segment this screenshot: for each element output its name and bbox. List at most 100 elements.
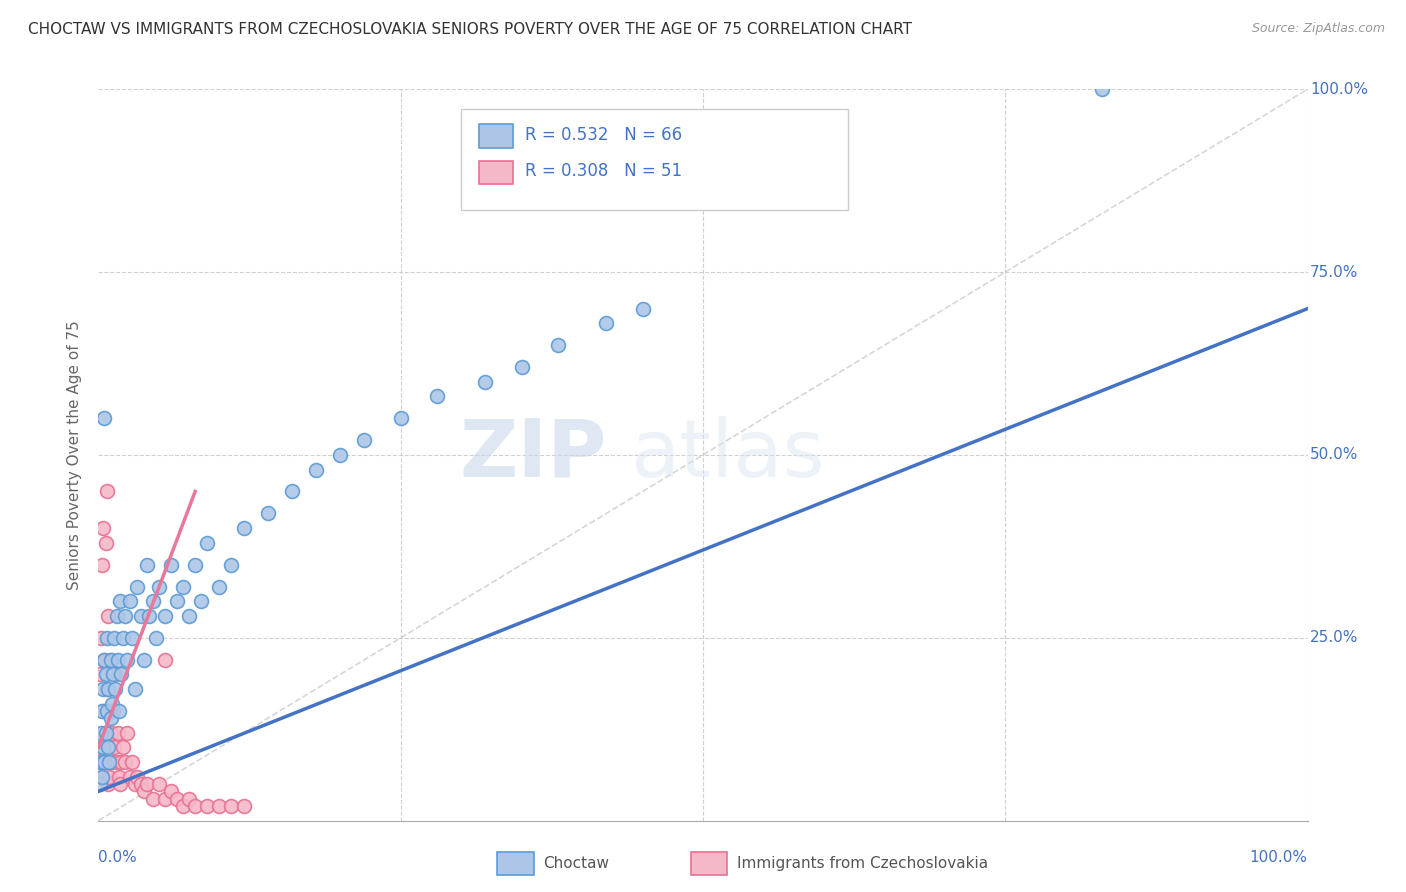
Point bbox=[93, 755, 115, 769]
Point bbox=[166, 791, 188, 805]
Point bbox=[124, 777, 146, 791]
Point bbox=[631, 301, 654, 316]
Point bbox=[105, 755, 128, 769]
Point bbox=[256, 507, 278, 521]
Point bbox=[98, 755, 121, 769]
Point bbox=[329, 448, 352, 462]
Point bbox=[153, 608, 176, 623]
Point bbox=[91, 558, 114, 572]
Point bbox=[101, 704, 124, 718]
Point bbox=[107, 653, 129, 667]
Point bbox=[89, 777, 111, 791]
Point bbox=[111, 740, 134, 755]
Text: atlas: atlas bbox=[630, 416, 825, 494]
Point bbox=[117, 726, 139, 740]
Point bbox=[93, 755, 115, 769]
Point bbox=[108, 770, 131, 784]
Point bbox=[107, 726, 129, 740]
Text: Choctaw: Choctaw bbox=[543, 855, 609, 871]
Y-axis label: Seniors Poverty Over the Age of 75: Seniors Poverty Over the Age of 75 bbox=[67, 320, 83, 590]
Point bbox=[97, 681, 120, 696]
Point bbox=[91, 770, 114, 784]
Point bbox=[177, 608, 201, 623]
Point bbox=[114, 755, 136, 769]
Point bbox=[353, 434, 375, 448]
Text: ZIP: ZIP bbox=[458, 416, 606, 494]
Point bbox=[177, 791, 201, 805]
Point bbox=[305, 462, 328, 476]
Point bbox=[148, 580, 170, 594]
Point bbox=[190, 594, 212, 608]
Point bbox=[97, 777, 120, 791]
Point bbox=[111, 631, 134, 645]
Point bbox=[100, 711, 122, 725]
Text: 25.0%: 25.0% bbox=[1310, 631, 1358, 645]
Point bbox=[103, 631, 125, 645]
Point bbox=[110, 755, 132, 769]
FancyBboxPatch shape bbox=[690, 852, 727, 876]
Point bbox=[103, 740, 125, 755]
Point bbox=[89, 667, 111, 681]
Point bbox=[93, 653, 115, 667]
Point bbox=[124, 681, 146, 696]
Point bbox=[100, 755, 122, 769]
Point bbox=[104, 667, 127, 681]
Point bbox=[91, 681, 114, 696]
Point bbox=[474, 375, 496, 389]
Point bbox=[90, 631, 112, 645]
Point bbox=[108, 777, 131, 791]
Point bbox=[93, 653, 115, 667]
Point bbox=[114, 608, 136, 623]
Point bbox=[134, 784, 156, 798]
Point bbox=[91, 704, 114, 718]
Point bbox=[97, 608, 120, 623]
Point bbox=[135, 777, 157, 791]
Point bbox=[142, 594, 165, 608]
Point bbox=[166, 594, 188, 608]
Point bbox=[195, 799, 218, 814]
Point bbox=[160, 784, 183, 798]
Point bbox=[160, 558, 183, 572]
Point bbox=[1091, 82, 1114, 96]
Point bbox=[595, 316, 617, 330]
Point bbox=[232, 799, 254, 814]
Point bbox=[135, 558, 157, 572]
Point bbox=[184, 799, 207, 814]
Point bbox=[184, 558, 207, 572]
Point bbox=[93, 411, 115, 425]
Text: Source: ZipAtlas.com: Source: ZipAtlas.com bbox=[1251, 22, 1385, 36]
Point bbox=[91, 740, 114, 755]
Point bbox=[221, 799, 243, 814]
Point bbox=[129, 777, 152, 791]
Point bbox=[91, 770, 114, 784]
Point bbox=[100, 653, 122, 667]
Point bbox=[94, 726, 117, 740]
Point bbox=[100, 697, 122, 711]
FancyBboxPatch shape bbox=[479, 124, 513, 148]
Point bbox=[208, 799, 231, 814]
Point bbox=[96, 704, 118, 718]
Point bbox=[127, 770, 149, 784]
Text: 0.0%: 0.0% bbox=[98, 850, 138, 865]
Point bbox=[129, 608, 152, 623]
Point bbox=[101, 667, 124, 681]
Text: CHOCTAW VS IMMIGRANTS FROM CZECHOSLOVAKIA SENIORS POVERTY OVER THE AGE OF 75 COR: CHOCTAW VS IMMIGRANTS FROM CZECHOSLOVAKI… bbox=[28, 22, 912, 37]
Point bbox=[153, 791, 176, 805]
FancyBboxPatch shape bbox=[461, 109, 848, 210]
Text: 50.0%: 50.0% bbox=[1310, 448, 1358, 462]
Point bbox=[90, 726, 112, 740]
FancyBboxPatch shape bbox=[479, 161, 513, 185]
Point bbox=[148, 777, 170, 791]
Point bbox=[232, 521, 254, 535]
Text: R = 0.308   N = 51: R = 0.308 N = 51 bbox=[526, 162, 682, 180]
Point bbox=[121, 631, 143, 645]
Point bbox=[172, 799, 194, 814]
Text: Immigrants from Czechoslovakia: Immigrants from Czechoslovakia bbox=[737, 855, 988, 871]
Point bbox=[108, 594, 131, 608]
Point bbox=[118, 594, 141, 608]
Point bbox=[96, 681, 118, 696]
Point bbox=[208, 580, 231, 594]
Point bbox=[510, 360, 533, 375]
Point bbox=[96, 631, 118, 645]
Point bbox=[105, 608, 128, 623]
